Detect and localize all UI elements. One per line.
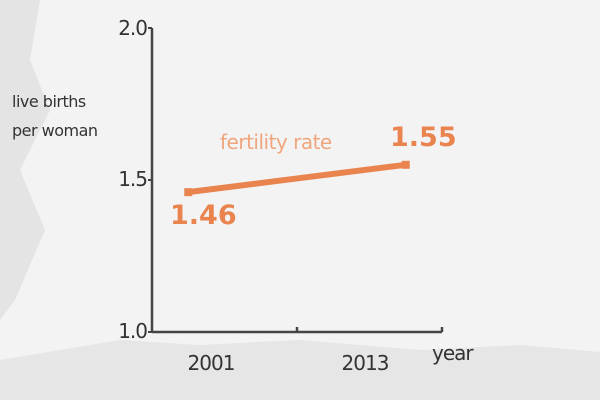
- series-label: fertility rate: [220, 130, 332, 154]
- background-shape: [0, 340, 600, 400]
- data-point: [184, 188, 193, 197]
- y-axis-label-line1: live births: [12, 92, 86, 111]
- data-label-2013: 1.55: [390, 122, 457, 153]
- y-tick-label: 2.0: [118, 16, 147, 40]
- series-line: [184, 161, 410, 196]
- y-tick-label: 1.0: [118, 319, 147, 343]
- background-shape: [0, 0, 50, 320]
- x-tick-label: 2001: [188, 351, 235, 375]
- x-axis-label: year: [432, 341, 474, 365]
- data-point: [401, 160, 410, 169]
- data-label-2001: 1.46: [170, 200, 237, 231]
- y-tick-label: 1.5: [118, 167, 147, 191]
- y-axis-label-line2: per woman: [12, 121, 98, 140]
- x-tick-label: 2013: [342, 351, 389, 375]
